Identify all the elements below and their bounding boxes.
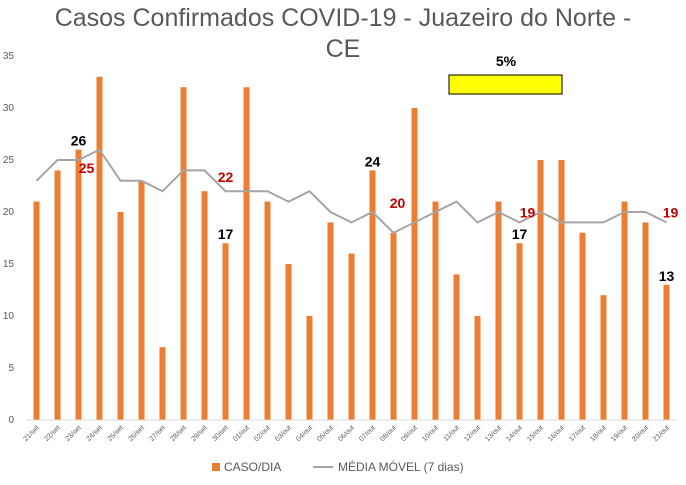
data-label: 17 xyxy=(512,226,528,242)
bar xyxy=(264,201,271,420)
bar xyxy=(516,243,523,420)
y-tick-label: 15 xyxy=(3,259,15,270)
x-tick-label: 12/out xyxy=(463,424,482,443)
y-tick-label: 30 xyxy=(3,103,15,114)
data-label: 13 xyxy=(659,268,675,284)
x-tick-label: 26/set xyxy=(127,424,145,442)
chart-title-line-1: Casos Confirmados COVID-19 - Juazeiro do… xyxy=(55,4,632,32)
x-tick-label: 19/out xyxy=(610,424,629,443)
data-label: 25 xyxy=(79,160,95,176)
bar xyxy=(327,222,334,420)
bar xyxy=(33,201,40,420)
y-tick-label: 0 xyxy=(8,415,14,426)
line-series-media-movel xyxy=(35,148,667,235)
y-tick-label: 10 xyxy=(3,311,15,322)
data-annotations: 26 25 22 17 24 20 19 17 19 13 xyxy=(71,133,679,284)
bar xyxy=(54,170,61,420)
data-label: 19 xyxy=(520,204,536,220)
data-label: 19 xyxy=(663,204,679,220)
bar xyxy=(306,316,313,420)
x-tick-label: 15/out xyxy=(526,424,545,443)
bar xyxy=(411,108,418,420)
data-label: 17 xyxy=(218,226,234,242)
legend-swatch-bar xyxy=(212,463,220,471)
chart-title-line-2: CE xyxy=(326,35,361,63)
y-axis-tick-labels: 0 5 10 15 20 25 30 35 xyxy=(3,51,15,426)
bar xyxy=(600,295,607,420)
y-tick-label: 20 xyxy=(3,207,15,218)
chart-legend: CASO/DIA MÉDIA MÓVEL (7 dias) xyxy=(212,459,464,474)
callout-label: 5% xyxy=(496,53,517,69)
x-tick-label: 09/out xyxy=(400,424,419,443)
bar xyxy=(75,149,82,420)
data-label: 26 xyxy=(71,133,87,149)
bar xyxy=(621,201,628,420)
data-label: 20 xyxy=(390,195,406,211)
x-tick-label: 03/out xyxy=(274,424,293,443)
x-tick-label: 22/set xyxy=(43,424,61,442)
bar xyxy=(348,253,355,420)
x-tick-label: 13/out xyxy=(484,424,503,443)
bar xyxy=(243,87,250,420)
x-tick-label: 02/out xyxy=(253,424,272,443)
x-tick-label: 28/set xyxy=(169,424,187,442)
bar xyxy=(285,264,292,420)
bar xyxy=(222,243,229,420)
x-tick-label: 01/out xyxy=(232,424,251,443)
bar xyxy=(432,201,439,420)
bar xyxy=(453,274,460,420)
bar xyxy=(579,232,586,420)
x-tick-label: 08/out xyxy=(379,424,398,443)
x-tick-label: 10/out xyxy=(421,424,440,443)
bar xyxy=(537,160,544,420)
bar xyxy=(201,191,208,420)
x-tick-label: 21/set xyxy=(22,424,40,442)
x-tick-label: 24/set xyxy=(85,424,103,442)
bar xyxy=(180,87,187,420)
data-label: 24 xyxy=(365,153,381,169)
y-tick-label: 35 xyxy=(3,51,15,62)
x-tick-label: 11/out xyxy=(443,424,461,442)
legend-label-caso-dia: CASO/DIA xyxy=(224,460,281,474)
legend-label-media-movel: MÉDIA MÓVEL (7 dias) xyxy=(338,459,464,474)
x-tick-label: 21/out xyxy=(652,424,671,443)
x-tick-label: 20/out xyxy=(631,424,650,443)
x-tick-label: 27/set xyxy=(148,424,166,442)
bar xyxy=(390,232,397,420)
x-tick-label: 23/set xyxy=(64,424,82,442)
bar xyxy=(495,201,502,420)
x-tick-label: 16/out xyxy=(547,424,566,443)
y-tick-label: 5 xyxy=(8,363,14,374)
bar xyxy=(369,170,376,420)
bar xyxy=(117,212,124,420)
moving-average-line xyxy=(35,148,667,235)
bar xyxy=(96,76,103,421)
x-tick-label: 30/set xyxy=(211,424,229,442)
callout-box: 5% xyxy=(448,53,563,95)
x-tick-label: 04/out xyxy=(295,424,314,443)
x-tick-label: 25/set xyxy=(106,424,124,442)
x-tick-label: 06/out xyxy=(337,424,356,443)
callout-box-rect xyxy=(448,74,563,95)
bar-series-caso-dia xyxy=(33,76,670,421)
y-tick-label: 25 xyxy=(3,155,15,166)
data-label: 22 xyxy=(218,169,234,185)
x-tick-label: 14/out xyxy=(505,424,524,443)
x-tick-label: 05/out xyxy=(316,424,335,443)
bar xyxy=(474,316,481,420)
bar xyxy=(663,284,670,420)
chart-title: Casos Confirmados COVID-19 - Juazeiro do… xyxy=(55,4,632,63)
x-tick-label: 17/out xyxy=(568,424,587,443)
bar xyxy=(138,180,145,420)
x-axis-tick-labels: 21/set 22/set 23/set 24/set 25/set 26/set 27/s… xyxy=(22,424,670,443)
x-tick-label: 07/out xyxy=(358,424,377,443)
bar xyxy=(558,160,565,420)
x-tick-label: 18/out xyxy=(589,424,608,443)
x-tick-label: 29/set xyxy=(190,424,208,442)
bar xyxy=(642,222,649,420)
bar xyxy=(159,347,166,420)
